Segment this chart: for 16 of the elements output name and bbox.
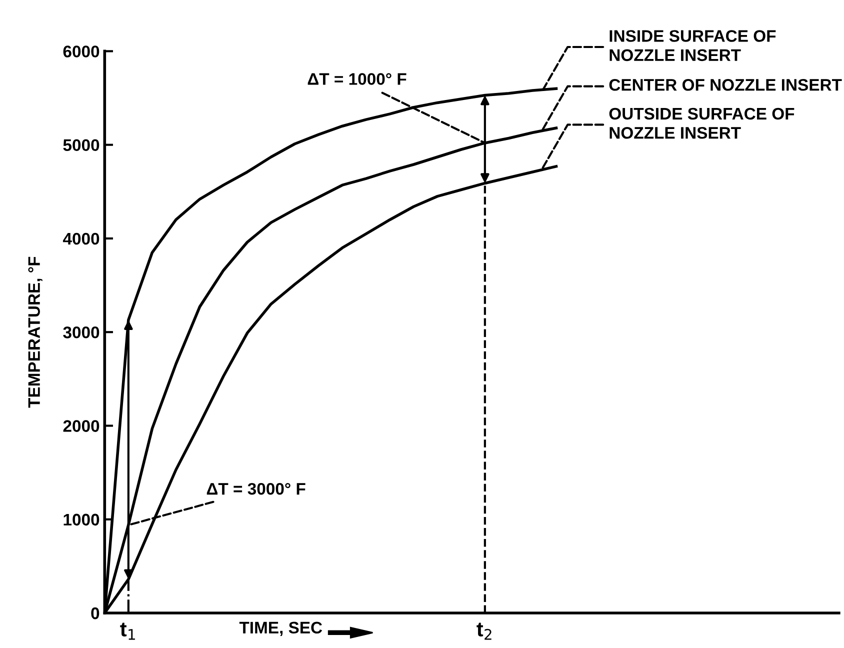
y-tick-label: 0 (91, 607, 100, 620)
y-tick-label: 6000 (63, 46, 100, 58)
annotation: ΔT = 3000° F (206, 482, 306, 495)
text: CENTER OF NOZZLE INSERT (609, 79, 842, 91)
annotation: ΔT = 1000° F (308, 73, 406, 85)
y-tick-label: 4000 (62, 232, 100, 245)
x-axis-title: TIME, SEC (239, 622, 322, 636)
x-tick-label: t$_{1}$ (120, 622, 135, 640)
y-tick-label: 5000 (63, 139, 100, 152)
y-tick-label: 3000 (63, 326, 100, 338)
text: INSIDE SURFACE OF NOZZLE INSERT (610, 30, 776, 62)
y-axis-title: TEMPERATURE, °F (28, 256, 42, 408)
x-tick-label: t$_{2}$ (476, 622, 492, 640)
y-tick-label: 2000 (63, 420, 100, 432)
text: OUTSIDE SURFACE OF NOZZLE INSERT (609, 108, 794, 139)
y-tick-label: 1000 (64, 514, 100, 526)
